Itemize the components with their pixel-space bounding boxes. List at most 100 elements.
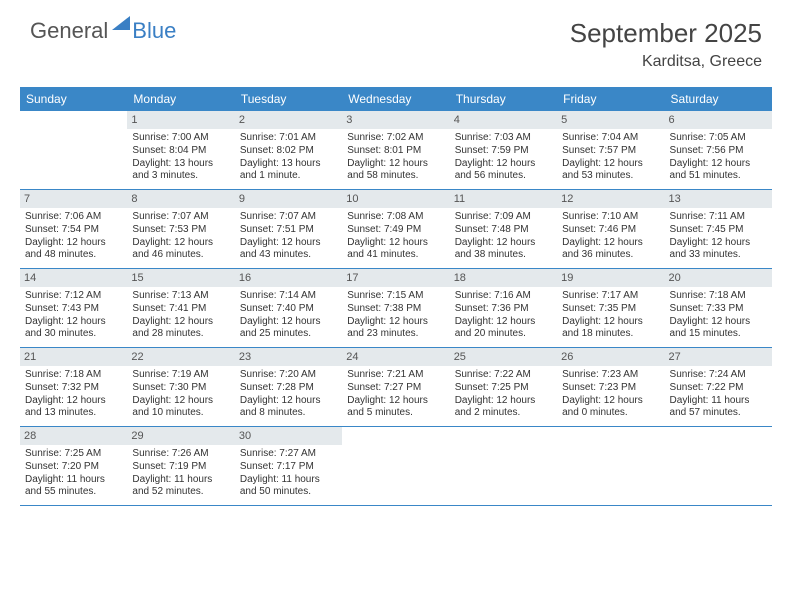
- daylight-text: Daylight: 12 hours: [455, 158, 552, 171]
- empty-cell: [557, 427, 664, 505]
- day-cell: 2Sunrise: 7:01 AMSunset: 8:02 PMDaylight…: [235, 111, 342, 189]
- day-number: 12: [557, 190, 664, 208]
- day-header: Thursday: [450, 87, 557, 111]
- daylight-text: Daylight: 12 hours: [455, 237, 552, 250]
- daylight-text: and 43 minutes.: [240, 249, 337, 262]
- sunrise-text: Sunrise: 7:06 AM: [25, 211, 122, 224]
- day-cell: 9Sunrise: 7:07 AMSunset: 7:51 PMDaylight…: [235, 190, 342, 268]
- day-cell: 15Sunrise: 7:13 AMSunset: 7:41 PMDayligh…: [127, 269, 234, 347]
- day-cell: 5Sunrise: 7:04 AMSunset: 7:57 PMDaylight…: [557, 111, 664, 189]
- sunset-text: Sunset: 7:17 PM: [240, 461, 337, 474]
- sunrise-text: Sunrise: 7:08 AM: [347, 211, 444, 224]
- daylight-text: Daylight: 12 hours: [240, 237, 337, 250]
- daylight-text: and 3 minutes.: [132, 170, 229, 183]
- day-number: 29: [127, 427, 234, 445]
- daylight-text: and 30 minutes.: [25, 328, 122, 341]
- day-number: 4: [450, 111, 557, 129]
- day-number: 10: [342, 190, 449, 208]
- sunrise-text: Sunrise: 7:25 AM: [25, 448, 122, 461]
- daylight-text: Daylight: 12 hours: [132, 237, 229, 250]
- sunrise-text: Sunrise: 7:10 AM: [562, 211, 659, 224]
- sunset-text: Sunset: 8:01 PM: [347, 145, 444, 158]
- day-cell: 18Sunrise: 7:16 AMSunset: 7:36 PMDayligh…: [450, 269, 557, 347]
- month-title: September 2025: [570, 18, 762, 49]
- day-number: 21: [20, 348, 127, 366]
- day-number: 28: [20, 427, 127, 445]
- sunset-text: Sunset: 7:48 PM: [455, 224, 552, 237]
- daylight-text: and 5 minutes.: [347, 407, 444, 420]
- daylight-text: Daylight: 12 hours: [455, 316, 552, 329]
- sunset-text: Sunset: 8:04 PM: [132, 145, 229, 158]
- daylight-text: Daylight: 12 hours: [347, 395, 444, 408]
- daylight-text: and 55 minutes.: [25, 486, 122, 499]
- day-cell: 11Sunrise: 7:09 AMSunset: 7:48 PMDayligh…: [450, 190, 557, 268]
- daylight-text: Daylight: 12 hours: [455, 395, 552, 408]
- daylight-text: and 13 minutes.: [25, 407, 122, 420]
- daylight-text: and 46 minutes.: [132, 249, 229, 262]
- day-cell: 25Sunrise: 7:22 AMSunset: 7:25 PMDayligh…: [450, 348, 557, 426]
- week-row: 14Sunrise: 7:12 AMSunset: 7:43 PMDayligh…: [20, 269, 772, 348]
- sunrise-text: Sunrise: 7:12 AM: [25, 290, 122, 303]
- sunset-text: Sunset: 7:36 PM: [455, 303, 552, 316]
- day-cell: 24Sunrise: 7:21 AMSunset: 7:27 PMDayligh…: [342, 348, 449, 426]
- daylight-text: and 53 minutes.: [562, 170, 659, 183]
- daylight-text: and 38 minutes.: [455, 249, 552, 262]
- daylight-text: and 20 minutes.: [455, 328, 552, 341]
- sunset-text: Sunset: 7:51 PM: [240, 224, 337, 237]
- daylight-text: Daylight: 12 hours: [25, 316, 122, 329]
- sunrise-text: Sunrise: 7:14 AM: [240, 290, 337, 303]
- day-cell: 19Sunrise: 7:17 AMSunset: 7:35 PMDayligh…: [557, 269, 664, 347]
- sunset-text: Sunset: 7:40 PM: [240, 303, 337, 316]
- daylight-text: Daylight: 12 hours: [240, 395, 337, 408]
- location-label: Karditsa, Greece: [570, 53, 762, 71]
- daylight-text: Daylight: 12 hours: [562, 158, 659, 171]
- day-number: 7: [20, 190, 127, 208]
- day-header: Tuesday: [235, 87, 342, 111]
- daylight-text: Daylight: 13 hours: [132, 158, 229, 171]
- day-cell: 1Sunrise: 7:00 AMSunset: 8:04 PMDaylight…: [127, 111, 234, 189]
- daylight-text: Daylight: 11 hours: [240, 474, 337, 487]
- daylight-text: Daylight: 12 hours: [132, 395, 229, 408]
- day-number: 5: [557, 111, 664, 129]
- daylight-text: Daylight: 12 hours: [25, 395, 122, 408]
- daylight-text: and 0 minutes.: [562, 407, 659, 420]
- daylight-text: and 50 minutes.: [240, 486, 337, 499]
- day-number: 9: [235, 190, 342, 208]
- sunset-text: Sunset: 7:22 PM: [670, 382, 767, 395]
- day-header-row: SundayMondayTuesdayWednesdayThursdayFrid…: [20, 87, 772, 111]
- day-cell: 14Sunrise: 7:12 AMSunset: 7:43 PMDayligh…: [20, 269, 127, 347]
- sunset-text: Sunset: 7:46 PM: [562, 224, 659, 237]
- day-number: 13: [665, 190, 772, 208]
- sunrise-text: Sunrise: 7:24 AM: [670, 369, 767, 382]
- empty-cell: [342, 427, 449, 505]
- daylight-text: Daylight: 11 hours: [670, 395, 767, 408]
- day-number: 26: [557, 348, 664, 366]
- empty-cell: [665, 427, 772, 505]
- daylight-text: Daylight: 12 hours: [562, 316, 659, 329]
- sunset-text: Sunset: 7:23 PM: [562, 382, 659, 395]
- daylight-text: and 33 minutes.: [670, 249, 767, 262]
- sunrise-text: Sunrise: 7:13 AM: [132, 290, 229, 303]
- day-number: 11: [450, 190, 557, 208]
- sunset-text: Sunset: 7:56 PM: [670, 145, 767, 158]
- sunrise-text: Sunrise: 7:18 AM: [670, 290, 767, 303]
- day-cell: 26Sunrise: 7:23 AMSunset: 7:23 PMDayligh…: [557, 348, 664, 426]
- daylight-text: and 52 minutes.: [132, 486, 229, 499]
- day-number: 6: [665, 111, 772, 129]
- daylight-text: Daylight: 12 hours: [670, 237, 767, 250]
- sunrise-text: Sunrise: 7:01 AM: [240, 132, 337, 145]
- sunset-text: Sunset: 7:33 PM: [670, 303, 767, 316]
- logo-text-left: General: [30, 18, 108, 44]
- daylight-text: and 1 minute.: [240, 170, 337, 183]
- daylight-text: and 48 minutes.: [25, 249, 122, 262]
- day-number: 8: [127, 190, 234, 208]
- day-cell: 7Sunrise: 7:06 AMSunset: 7:54 PMDaylight…: [20, 190, 127, 268]
- sunrise-text: Sunrise: 7:04 AM: [562, 132, 659, 145]
- sunset-text: Sunset: 7:20 PM: [25, 461, 122, 474]
- sunrise-text: Sunrise: 7:16 AM: [455, 290, 552, 303]
- day-cell: 10Sunrise: 7:08 AMSunset: 7:49 PMDayligh…: [342, 190, 449, 268]
- daylight-text: and 25 minutes.: [240, 328, 337, 341]
- day-number: 19: [557, 269, 664, 287]
- sunset-text: Sunset: 7:19 PM: [132, 461, 229, 474]
- day-header: Friday: [557, 87, 664, 111]
